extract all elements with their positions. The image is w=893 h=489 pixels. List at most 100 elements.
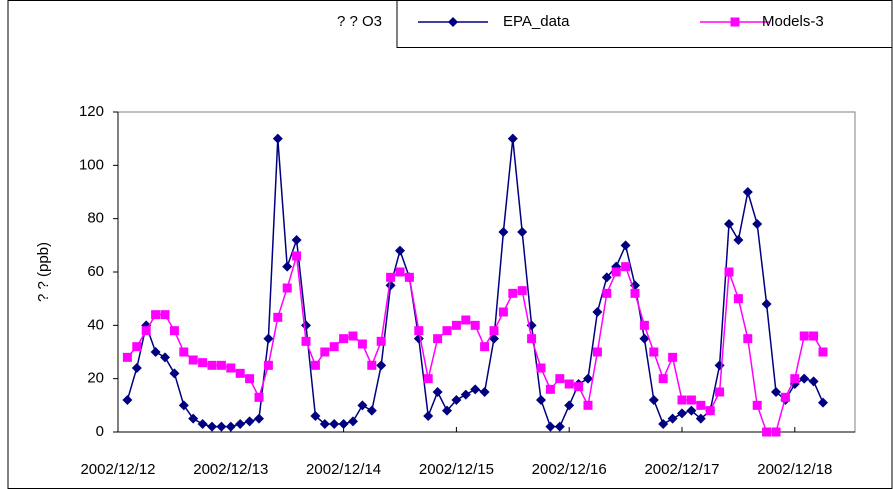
- data-point: [451, 320, 461, 330]
- legend-marker: [448, 17, 458, 27]
- series-line: [126, 138, 824, 428]
- data-point: [216, 421, 227, 432]
- data-point: [508, 288, 518, 298]
- data-point: [686, 405, 697, 416]
- legend-label: EPA_data: [503, 13, 570, 30]
- data-point: [715, 387, 725, 397]
- data-point: [696, 400, 706, 410]
- data-point: [376, 360, 387, 371]
- legend-box: [396, 0, 893, 48]
- data-point: [658, 419, 669, 429]
- data-point: [621, 262, 631, 272]
- data-point: [752, 219, 763, 229]
- data-point: [301, 320, 311, 331]
- data-point: [677, 408, 687, 419]
- data-point: [226, 363, 236, 373]
- data-point: [667, 413, 678, 424]
- data-point: [470, 320, 480, 330]
- data-point: [357, 339, 367, 349]
- data-point: [527, 334, 537, 344]
- data-point: [771, 427, 781, 437]
- data-point: [188, 413, 199, 424]
- data-point: [583, 373, 593, 384]
- x-tick-label: 2002/12/14: [306, 461, 381, 478]
- data-point: [169, 368, 180, 379]
- data-point: [564, 400, 575, 411]
- data-point: [197, 419, 208, 429]
- data-point: [254, 392, 264, 402]
- data-point: [808, 376, 819, 387]
- y-tick-label: 20: [87, 370, 104, 387]
- data-point: [207, 421, 217, 432]
- data-point: [348, 416, 358, 427]
- data-point: [386, 272, 396, 282]
- data-point: [818, 347, 828, 357]
- data-point: [244, 416, 255, 427]
- data-point: [574, 382, 584, 392]
- data-point: [809, 331, 819, 341]
- data-point: [545, 384, 555, 394]
- y-tick-label: 80: [87, 210, 104, 227]
- data-point: [160, 310, 170, 320]
- data-point: [752, 400, 762, 410]
- data-point: [178, 400, 189, 411]
- data-point: [254, 413, 264, 424]
- legend-marker: [730, 17, 740, 27]
- data-point: [235, 419, 246, 429]
- data-point: [376, 336, 386, 346]
- data-point: [414, 326, 424, 336]
- data-point: [639, 333, 650, 344]
- data-point: [460, 389, 471, 400]
- data-point: [790, 374, 800, 384]
- data-point: [329, 419, 340, 429]
- data-point: [714, 360, 725, 371]
- data-point: [649, 347, 659, 357]
- chart-title: ? ? O3: [337, 13, 382, 30]
- data-point: [169, 326, 179, 336]
- data-point: [498, 227, 509, 237]
- data-point: [592, 347, 602, 357]
- data-point: [799, 331, 809, 341]
- data-point: [630, 288, 640, 298]
- data-point: [602, 288, 612, 298]
- x-tick-label: 2002/12/15: [419, 461, 494, 478]
- data-point: [705, 406, 715, 416]
- data-point: [762, 427, 772, 437]
- data-point: [498, 307, 508, 317]
- data-point: [724, 267, 734, 277]
- data-point: [150, 347, 161, 357]
- data-point: [742, 187, 753, 197]
- data-point: [263, 360, 273, 370]
- data-point: [235, 368, 245, 378]
- data-point: [423, 374, 433, 384]
- data-point: [818, 397, 828, 408]
- data-point: [639, 320, 649, 330]
- data-point: [536, 395, 546, 405]
- data-point: [620, 240, 631, 251]
- y-tick-label: 0: [96, 423, 104, 440]
- series-line: [126, 255, 824, 433]
- data-point: [743, 334, 753, 344]
- data-point: [357, 400, 368, 411]
- data-point: [319, 419, 330, 429]
- data-point: [677, 395, 687, 405]
- x-tick-label: 2002/12/12: [80, 461, 155, 478]
- data-point: [432, 387, 443, 397]
- data-point: [404, 272, 414, 282]
- data-point: [442, 326, 452, 336]
- data-point: [310, 411, 321, 421]
- data-point: [555, 374, 565, 384]
- data-point: [348, 331, 358, 341]
- data-point: [554, 421, 565, 432]
- data-point: [245, 374, 255, 384]
- data-point: [695, 413, 706, 424]
- data-point: [601, 272, 612, 283]
- data-point: [771, 387, 781, 397]
- data-point: [263, 333, 274, 344]
- data-point: [188, 355, 198, 365]
- data-point: [395, 245, 405, 256]
- data-point: [583, 400, 593, 410]
- data-point: [442, 405, 452, 416]
- data-point: [668, 352, 678, 362]
